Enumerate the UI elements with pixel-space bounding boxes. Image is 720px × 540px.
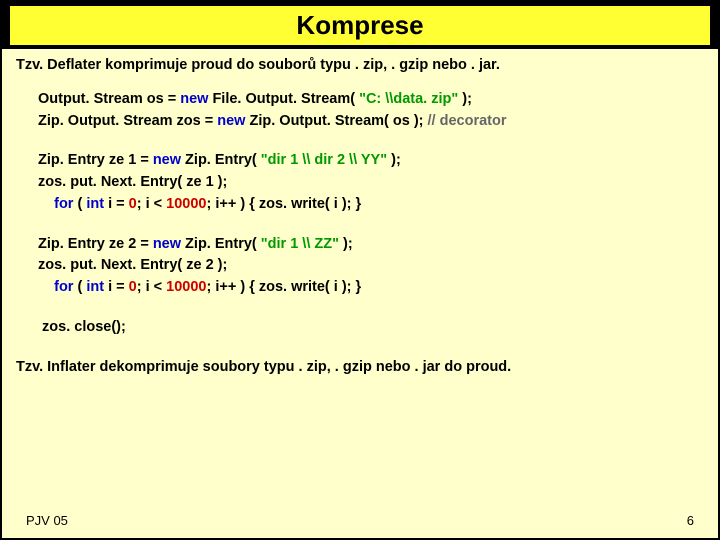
code-line: Zip. Entry ze 1 = new Zip. Entry( "dir 1… [38,150,698,172]
subtitle: Tzv. Deflater komprimuje proud do soubor… [16,55,698,77]
footer-text: Tzv. Inflater dekomprimuje soubory typu … [16,357,698,379]
code-line: zos. put. Next. Entry( ze 2 ); [38,255,698,277]
title-band: Komprese [2,2,718,49]
slide: Komprese Tzv. Deflater komprimuje proud … [0,0,720,540]
code-block-1: Output. Stream os = new File. Output. St… [38,89,698,133]
page-number: 6 [687,513,694,528]
content-area: Tzv. Deflater komprimuje proud do soubor… [2,49,718,378]
code-line: zos. put. Next. Entry( ze 1 ); [38,172,698,194]
code-block-3: Zip. Entry ze 2 = new Zip. Entry( "dir 1… [38,234,698,299]
code-line: Zip. Output. Stream zos = new Zip. Outpu… [38,111,698,133]
code-block-2: Zip. Entry ze 1 = new Zip. Entry( "dir 1… [38,150,698,215]
slide-title: Komprese [10,6,710,45]
page-footer: PJV 05 6 [26,513,694,528]
code-line: Output. Stream os = new File. Output. St… [38,89,698,111]
code-line: for ( int i = 0; i < 10000; i++ ) { zos.… [38,277,698,299]
footer-left: PJV 05 [26,513,68,528]
code-line: zos. close(); [38,317,698,339]
code-line: for ( int i = 0; i < 10000; i++ ) { zos.… [38,194,698,216]
code-line: Zip. Entry ze 2 = new Zip. Entry( "dir 1… [38,234,698,256]
code-block-4: zos. close(); [38,317,698,339]
